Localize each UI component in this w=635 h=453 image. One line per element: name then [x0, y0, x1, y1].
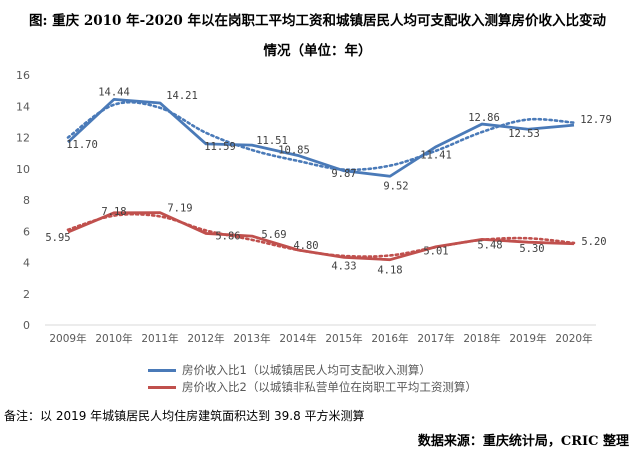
footnote: 备注：以 2019 年城镇居民人均住房建筑面积达到 39.8 平方米测算	[4, 409, 365, 423]
series-2-data-label: 7.19	[167, 203, 192, 215]
x-tick-label: 2018年	[463, 332, 500, 345]
series-1-data-label: 9.87	[331, 168, 356, 180]
series-2-data-label: 5.20	[581, 236, 606, 248]
series-2-data-label: 5.01	[423, 246, 448, 258]
y-tick-label: 8	[23, 194, 30, 207]
series-1-data-label: 9.52	[383, 180, 408, 192]
legend-item-ratio-2: 房价收入比2（以城镇非私营单位在岗职工平均工资测算）	[148, 379, 477, 395]
y-tick-label: 6	[23, 225, 30, 238]
series-1-data-label: 14.44	[98, 86, 130, 98]
y-tick-label: 14	[16, 100, 30, 113]
series-1-data-label: 12.79	[580, 114, 612, 126]
series-1-data-label: 11.41	[420, 150, 452, 162]
x-tick-label: 2015年	[325, 332, 362, 345]
x-tick-label: 2009年	[49, 332, 86, 345]
series-2-data-label: 5.30	[519, 243, 544, 255]
y-tick-label: 2	[23, 288, 30, 301]
series-2-data-label: 5.48	[477, 239, 502, 251]
series-2-data-label: 4.18	[377, 265, 402, 277]
series-1-data-label: 11.59	[204, 141, 236, 153]
series-2-data-label: 7.18	[101, 206, 126, 218]
series-2-data-label: 5.86	[215, 230, 240, 242]
y-tick-label: 0	[23, 319, 30, 332]
x-tick-label: 2012年	[187, 332, 224, 345]
legend-label-ratio-1: 房价收入比1（以城镇居民人均可支配收入测算）	[182, 363, 431, 377]
y-tick-label: 10	[16, 163, 30, 176]
series-1-data-label: 12.53	[508, 128, 540, 140]
chart-title-line-2: 情况（单位：年）	[263, 43, 372, 59]
x-tick-label: 2017年	[417, 332, 454, 345]
x-tick-label: 2010年	[95, 332, 132, 345]
legend-item-ratio-1: 房价收入比1（以城镇居民人均可支配收入测算）	[148, 362, 431, 378]
x-tick-label: 2011年	[141, 332, 178, 345]
series-1-trend-line	[66, 100, 576, 172]
series-1-data-label: 12.86	[468, 112, 500, 124]
series-1-data-label: 11.51	[256, 135, 288, 147]
series-2-line	[67, 211, 575, 262]
line-chart: 0 2 4 6 8 10 12 14 16 2009年 2010年 2011年 2012年 2013年 20…	[16, 69, 612, 345]
series-1-line	[67, 97, 575, 178]
x-tick-label: 2016年	[371, 332, 408, 345]
chart-title-line-1: 图: 重庆 2010 年-2020 年以在岗职工平均工资和城镇居民人均可支配收入…	[28, 13, 607, 29]
x-tick-label: 2014年	[279, 332, 316, 345]
legend-swatch-ratio-2	[148, 385, 176, 389]
data-source: 数据来源：重庆统计局，CRIC 整理	[417, 434, 629, 449]
series-1-data-label: 11.70	[66, 139, 98, 151]
series-2-data-label: 5.69	[261, 229, 286, 241]
y-tick-label: 4	[23, 257, 30, 270]
legend-swatch-ratio-1	[148, 368, 176, 372]
series-2-data-label: 4.80	[293, 240, 318, 252]
x-tick-label: 2019年	[509, 332, 546, 345]
series-1-data-label: 14.21	[166, 90, 198, 102]
x-tick-label: 2020年	[555, 332, 592, 345]
y-tick-label: 16	[16, 69, 30, 82]
series-2-data-label: 4.33	[331, 260, 356, 272]
legend-label-ratio-2: 房价收入比2（以城镇非私营单位在岗职工平均工资测算）	[182, 380, 477, 394]
series-2-data-label: 5.95	[45, 232, 70, 244]
x-tick-label: 2013年	[233, 332, 270, 345]
y-tick-label: 12	[16, 132, 30, 145]
series-1-data-label: 10.85	[278, 144, 310, 156]
